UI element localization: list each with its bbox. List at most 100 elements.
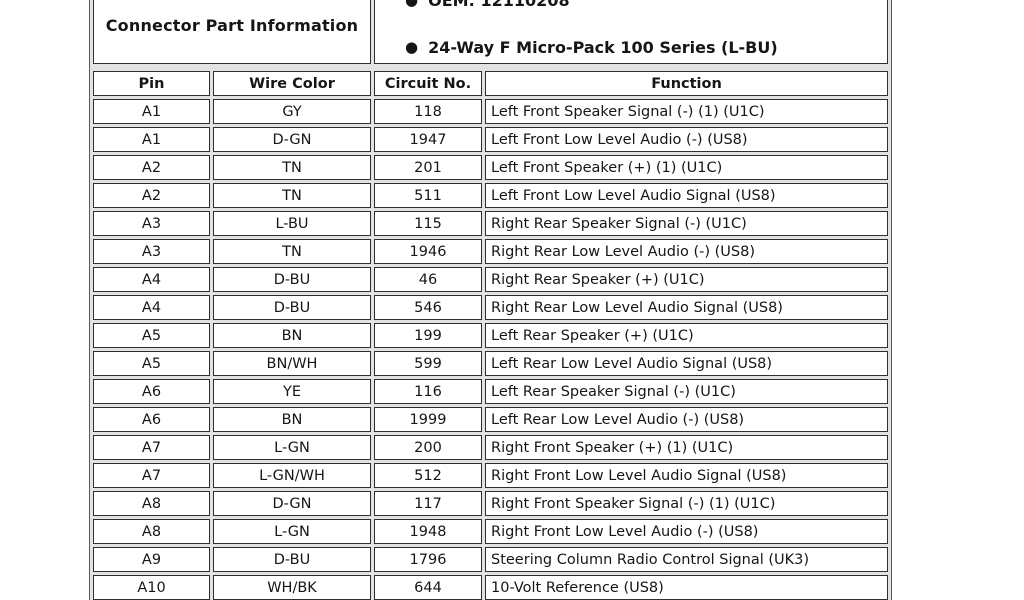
wire-color-cell: BN: [213, 323, 371, 348]
table-row: A5 BN 199 Left Rear Speaker (+) (U1C): [93, 323, 888, 348]
function-cell: Left Front Low Level Audio (-) (US8): [485, 127, 888, 152]
table-row: A2 TN 201 Left Front Speaker (+) (1) (U1…: [93, 155, 888, 180]
pin-cell: A2: [93, 183, 210, 208]
wire-color-cell: D-GN: [213, 491, 371, 516]
circuit-no-cell: 1947: [374, 127, 482, 152]
connector-info-bullet-1: ● 24-Way F Micro-Pack 100 Series (L-BU): [405, 38, 887, 57]
circuit-no-cell: 644: [374, 575, 482, 600]
pin-cell: A4: [93, 295, 210, 320]
function-cell: Right Front Speaker (+) (1) (U1C): [485, 435, 888, 460]
table-row: A3 TN 1946 Right Rear Low Level Audio (-…: [93, 239, 888, 264]
pin-cell: A7: [93, 435, 210, 460]
table-row: A1 D-GN 1947 Left Front Low Level Audio …: [93, 127, 888, 152]
table-row: A9 D-BU 1796 Steering Column Radio Contr…: [93, 547, 888, 572]
circuit-no-cell: 118: [374, 99, 482, 124]
function-cell: Steering Column Radio Control Signal (UK…: [485, 547, 888, 572]
circuit-no-cell: 200: [374, 435, 482, 460]
pinout-table: Pin Wire Color Circuit No. Function A1 G…: [93, 71, 888, 600]
table-row: A4 D-BU 546 Right Rear Low Level Audio S…: [93, 295, 888, 320]
table-row: A6 BN 1999 Left Rear Low Level Audio (-)…: [93, 407, 888, 432]
pin-cell: A1: [93, 99, 210, 124]
connector-info-bullet-0: ● OEM: 12110208: [405, 0, 887, 10]
function-cell: Right Front Low Level Audio (-) (US8): [485, 519, 888, 544]
pin-cell: A1: [93, 127, 210, 152]
pin-cell: A5: [93, 323, 210, 348]
pin-cell: A8: [93, 491, 210, 516]
circuit-no-cell: 599: [374, 351, 482, 376]
wire-color-cell: BN: [213, 407, 371, 432]
circuit-no-cell: 117: [374, 491, 482, 516]
wire-color-cell: GY: [213, 99, 371, 124]
circuit-no-cell: 201: [374, 155, 482, 180]
circuit-no-cell: 546: [374, 295, 482, 320]
function-cell: Right Rear Speaker (+) (U1C): [485, 267, 888, 292]
function-cell: Left Front Speaker Signal (-) (1) (U1C): [485, 99, 888, 124]
function-cell: Right Rear Speaker Signal (-) (U1C): [485, 211, 888, 236]
circuit-no-cell: 1999: [374, 407, 482, 432]
circuit-no-cell: 511: [374, 183, 482, 208]
circuit-no-cell: 1946: [374, 239, 482, 264]
wire-color-cell: BN/WH: [213, 351, 371, 376]
function-cell: Left Rear Low Level Audio Signal (US8): [485, 351, 888, 376]
function-cell: Left Rear Speaker (+) (U1C): [485, 323, 888, 348]
bullet-dot-icon: ●: [405, 38, 419, 56]
table-row: A2 TN 511 Left Front Low Level Audio Sig…: [93, 183, 888, 208]
function-cell: Left Rear Speaker Signal (-) (U1C): [485, 379, 888, 404]
pin-cell: A2: [93, 155, 210, 180]
wire-color-cell: D-GN: [213, 127, 371, 152]
wire-color-cell: TN: [213, 239, 371, 264]
table-row: A10 WH/BK 644 10-Volt Reference (US8): [93, 575, 888, 600]
table-row: A8 L-GN 1948 Right Front Low Level Audio…: [93, 519, 888, 544]
wire-color-cell: D-BU: [213, 547, 371, 572]
connector-info-bullet-list: ● OEM: 12110208 ● 24-Way F Micro-Pack 10…: [374, 0, 888, 64]
wire-color-cell: YE: [213, 379, 371, 404]
table-row: A6 YE 116 Left Rear Speaker Signal (-) (…: [93, 379, 888, 404]
connector-info-title: Connector Part Information: [93, 0, 371, 64]
function-cell: 10-Volt Reference (US8): [485, 575, 888, 600]
connector-pinout-sheet: Connector Part Information ● OEM: 121102…: [89, 0, 892, 600]
circuit-no-cell: 512: [374, 463, 482, 488]
circuit-no-cell: 116: [374, 379, 482, 404]
table-row: A3 L-BU 115 Right Rear Speaker Signal (-…: [93, 211, 888, 236]
wire-color-cell: D-BU: [213, 267, 371, 292]
pinout-table-header-row: Pin Wire Color Circuit No. Function: [93, 71, 888, 96]
column-header-circuit-no: Circuit No.: [374, 71, 482, 96]
pin-cell: A5: [93, 351, 210, 376]
column-header-wire-color: Wire Color: [213, 71, 371, 96]
bullet-dot-icon: ●: [405, 0, 419, 9]
circuit-no-cell: 1948: [374, 519, 482, 544]
wire-color-cell: D-BU: [213, 295, 371, 320]
pin-cell: A3: [93, 239, 210, 264]
function-cell: Left Front Low Level Audio Signal (US8): [485, 183, 888, 208]
function-cell: Left Front Speaker (+) (1) (U1C): [485, 155, 888, 180]
pin-cell: A6: [93, 379, 210, 404]
table-row: A5 BN/WH 599 Left Rear Low Level Audio S…: [93, 351, 888, 376]
connector-info-section: Connector Part Information ● OEM: 121102…: [93, 0, 888, 64]
wire-color-cell: TN: [213, 155, 371, 180]
wire-color-cell: TN: [213, 183, 371, 208]
pin-cell: A3: [93, 211, 210, 236]
circuit-no-cell: 46: [374, 267, 482, 292]
wire-color-cell: L-GN: [213, 519, 371, 544]
column-header-pin: Pin: [93, 71, 210, 96]
table-row: A7 L-GN/WH 512 Right Front Low Level Aud…: [93, 463, 888, 488]
wire-color-cell: L-BU: [213, 211, 371, 236]
function-cell: Left Rear Low Level Audio (-) (US8): [485, 407, 888, 432]
function-cell: Right Rear Low Level Audio Signal (US8): [485, 295, 888, 320]
function-cell: Right Front Low Level Audio Signal (US8): [485, 463, 888, 488]
table-row: A8 D-GN 117 Right Front Speaker Signal (…: [93, 491, 888, 516]
bullet-text: 24-Way F Micro-Pack 100 Series (L-BU): [428, 38, 778, 57]
column-header-function: Function: [485, 71, 888, 96]
circuit-no-cell: 199: [374, 323, 482, 348]
pin-cell: A4: [93, 267, 210, 292]
circuit-no-cell: 115: [374, 211, 482, 236]
table-row: A4 D-BU 46 Right Rear Speaker (+) (U1C): [93, 267, 888, 292]
pin-cell: A7: [93, 463, 210, 488]
wire-color-cell: WH/BK: [213, 575, 371, 600]
circuit-no-cell: 1796: [374, 547, 482, 572]
pin-cell: A6: [93, 407, 210, 432]
function-cell: Right Rear Low Level Audio (-) (US8): [485, 239, 888, 264]
wire-color-cell: L-GN/WH: [213, 463, 371, 488]
pin-cell: A9: [93, 547, 210, 572]
